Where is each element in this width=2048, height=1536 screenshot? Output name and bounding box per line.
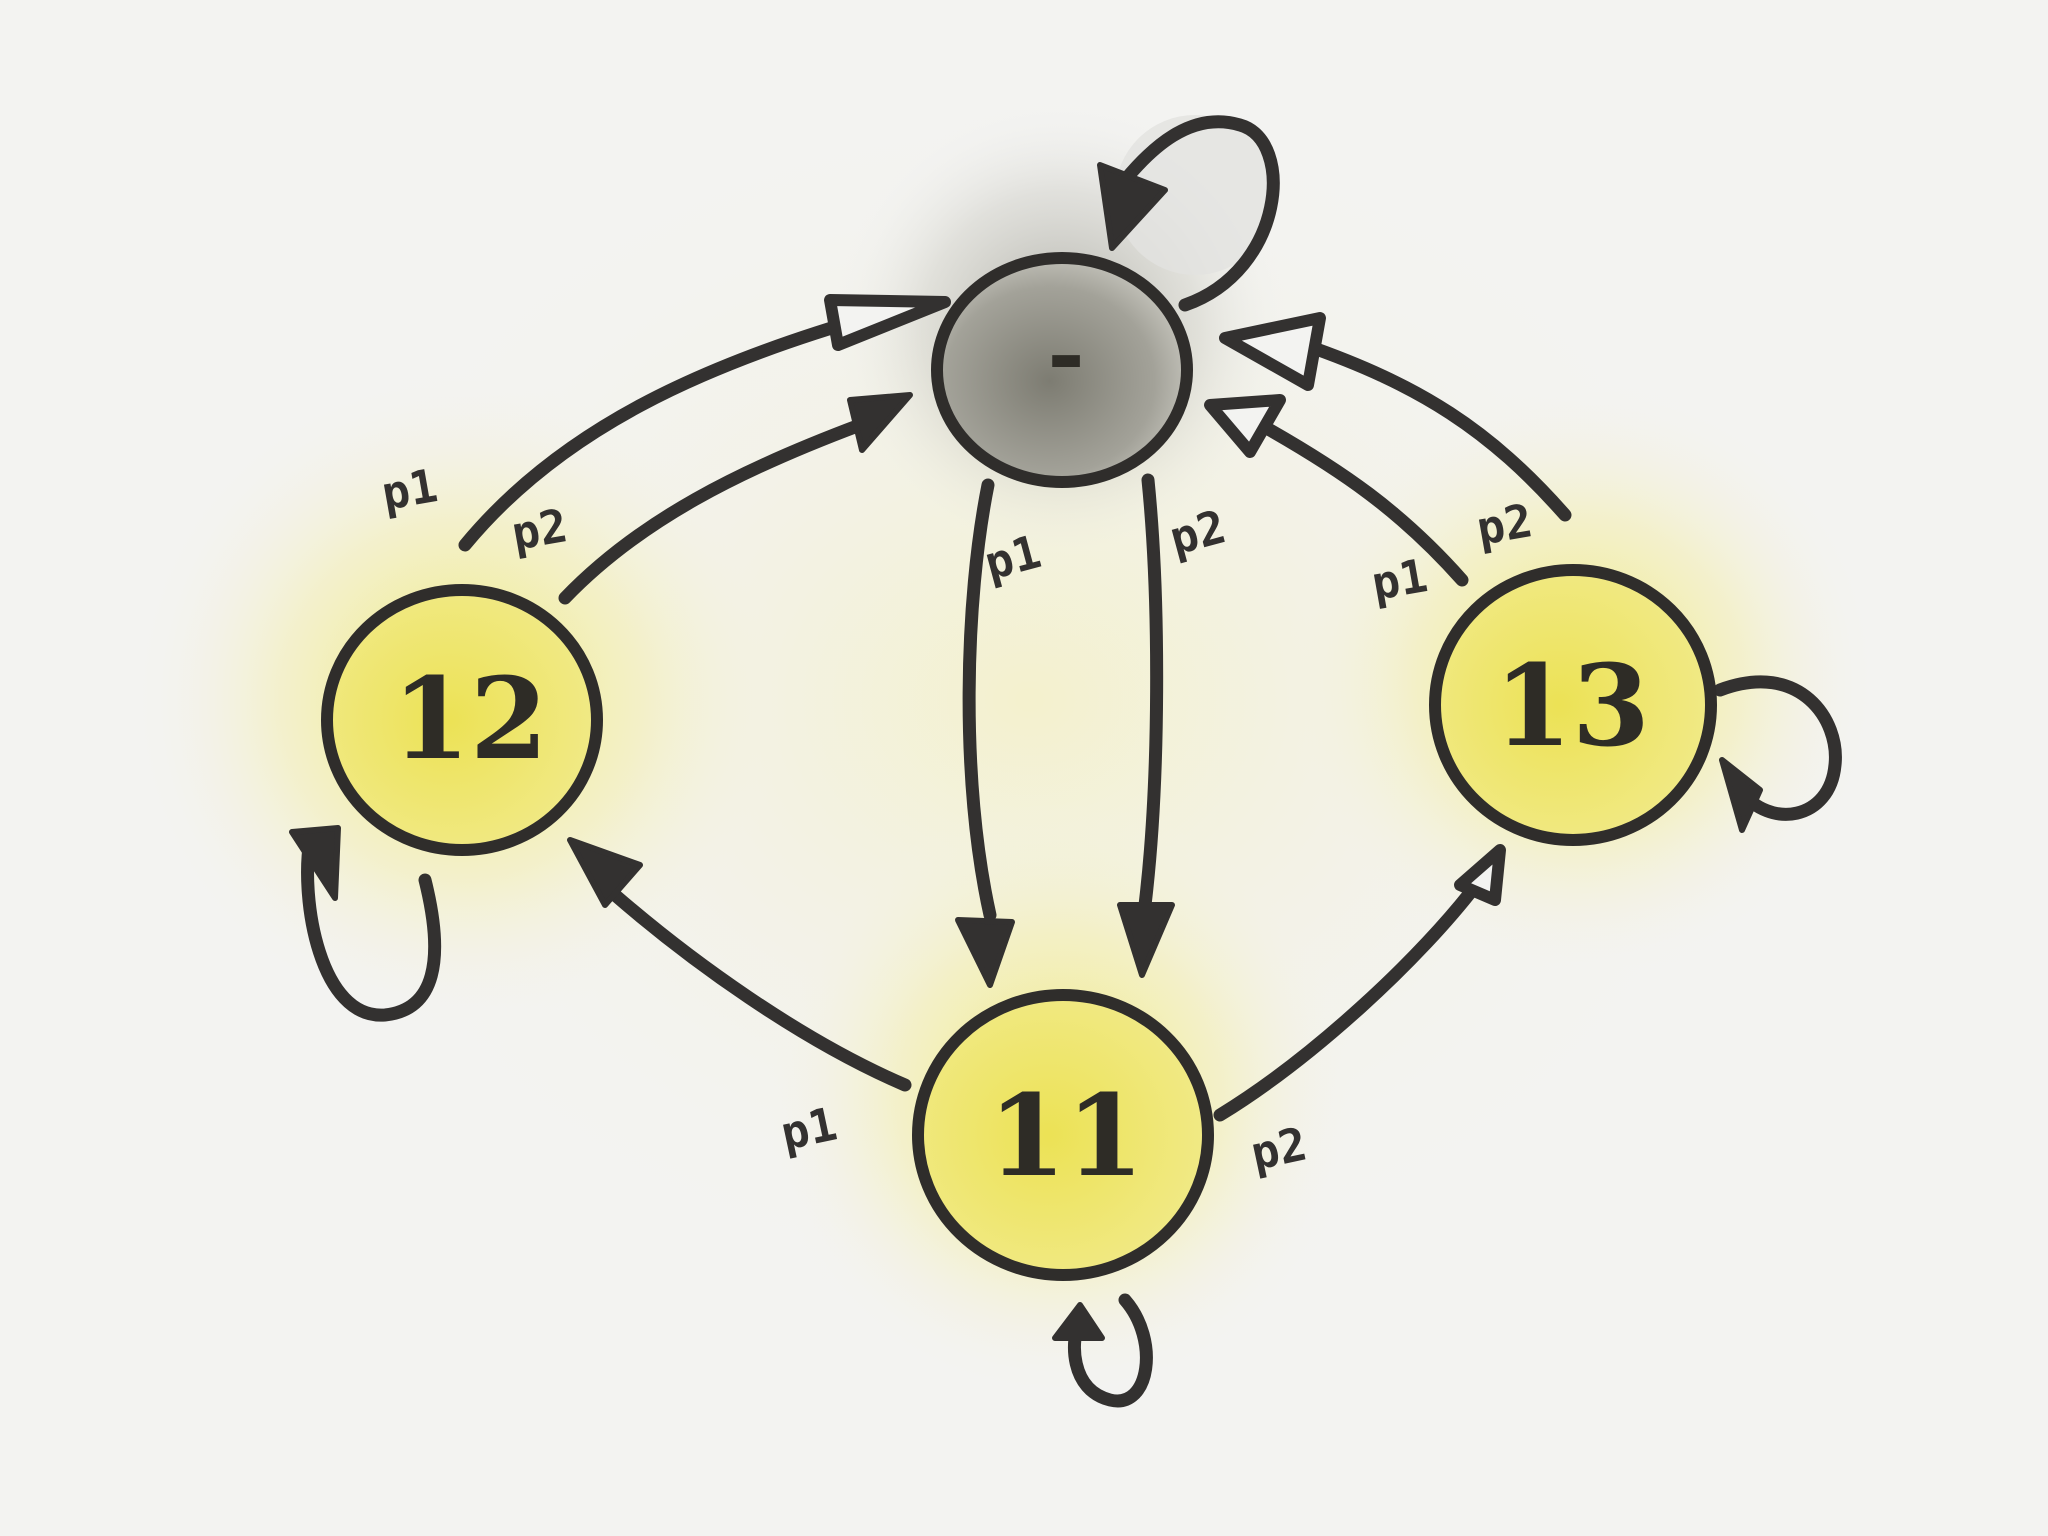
- edge-label-12-top-p1: p1: [378, 458, 442, 521]
- self-loop-12: [289, 825, 442, 1022]
- edge-13-to-top-p2: [1219, 312, 1572, 522]
- edge-12-to-top-p2: [558, 392, 913, 605]
- node-13-label: 13: [1494, 641, 1650, 772]
- edge-12-to-top-p1: [458, 294, 951, 552]
- node-13: 13: [1429, 564, 1717, 846]
- edge-11-to-13-p2: [1213, 844, 1506, 1122]
- edge-top-to-11-p2: [1117, 473, 1175, 978]
- self-loop-top: [1097, 115, 1280, 312]
- edge-13-to-top-p1: [1204, 394, 1469, 587]
- node-11-label: 11: [988, 1071, 1144, 1202]
- node-11: 11: [912, 989, 1214, 1281]
- node-top-label: -: [1047, 301, 1084, 407]
- node-12: 12: [321, 584, 603, 856]
- self-loop-11: [1052, 1293, 1153, 1408]
- edge-label-12-top-p2: p2: [508, 498, 572, 561]
- edge-label-13-top-p1: p1: [1368, 548, 1432, 611]
- edge-label-11-12-p1: p1: [776, 1096, 841, 1160]
- node-top: -: [931, 252, 1193, 488]
- edge-11-to-12-p1: [567, 837, 912, 1092]
- self-loop-13: [1713, 675, 1842, 833]
- node-12-label: 12: [392, 654, 548, 785]
- edge-label-13-top-p2: p2: [1473, 493, 1537, 556]
- edge-top-to-11-p1: [955, 478, 1015, 988]
- edge-label-11-13-p2: p2: [1246, 1116, 1311, 1180]
